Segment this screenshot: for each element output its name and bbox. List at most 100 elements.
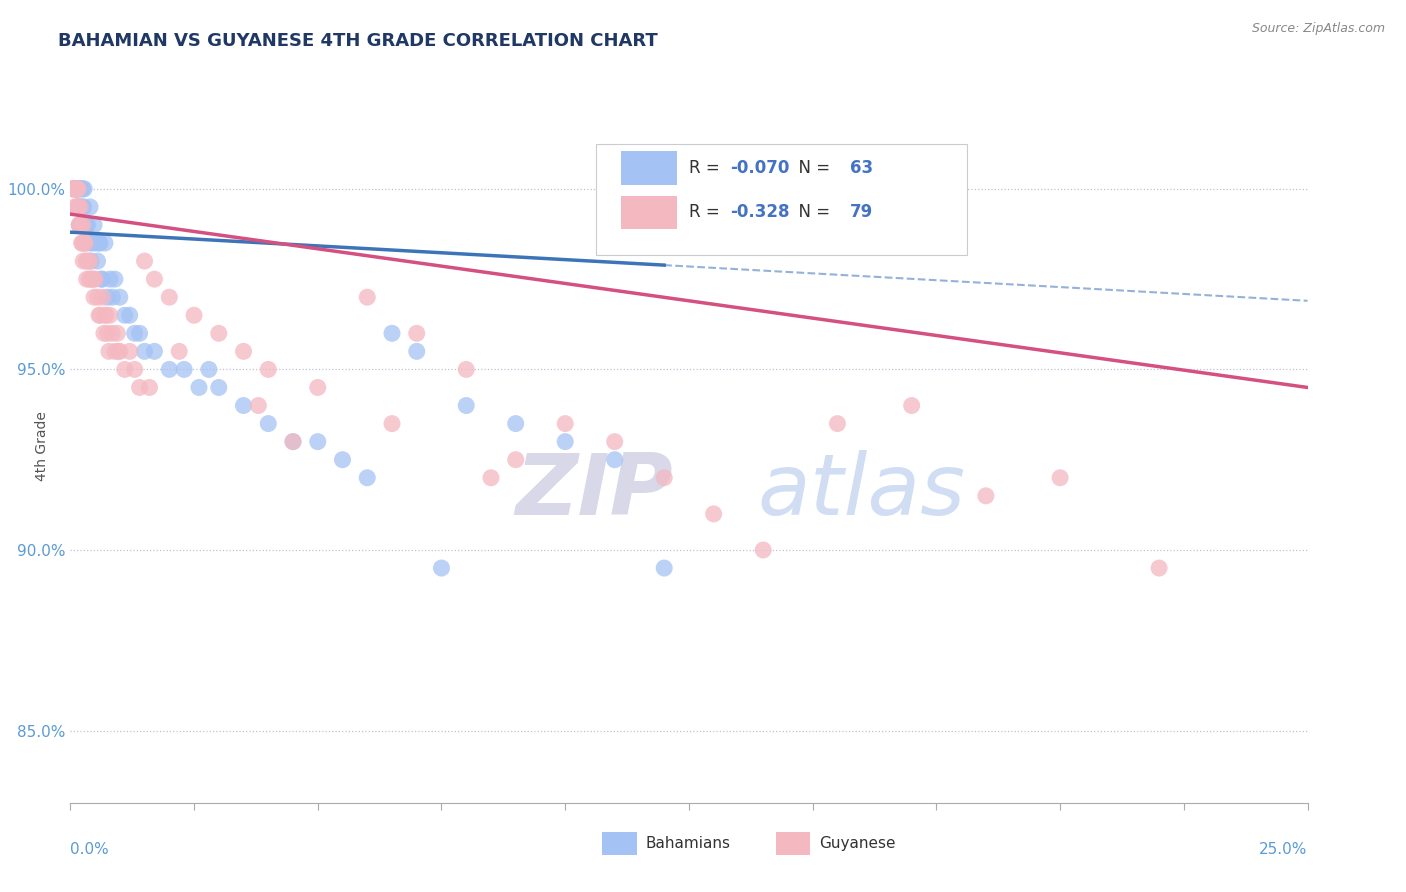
Point	[66, 182, 89, 196]
Point	[70, 182, 93, 196]
Point	[430, 561, 453, 575]
Point	[188, 380, 211, 394]
Point	[143, 344, 166, 359]
Point	[83, 290, 105, 304]
Point	[752, 543, 775, 558]
Point	[134, 254, 156, 268]
Point	[67, 182, 90, 196]
Point	[405, 326, 427, 341]
FancyBboxPatch shape	[596, 144, 967, 255]
Point	[70, 218, 93, 232]
Text: BAHAMIAN VS GUYANESE 4TH GRADE CORRELATION CHART: BAHAMIAN VS GUYANESE 4TH GRADE CORRELATI…	[58, 32, 658, 50]
Point	[75, 254, 97, 268]
Point	[80, 254, 103, 268]
Point	[247, 399, 270, 413]
Point	[505, 417, 527, 431]
Point	[505, 452, 527, 467]
Point	[90, 272, 112, 286]
Text: ZIP: ZIP	[516, 450, 673, 533]
Point	[232, 399, 254, 413]
Point	[86, 290, 108, 304]
Point	[198, 362, 221, 376]
Point	[98, 308, 121, 322]
Point	[134, 344, 156, 359]
Point	[94, 308, 117, 322]
Point	[281, 434, 304, 449]
FancyBboxPatch shape	[776, 832, 810, 855]
Point	[66, 200, 89, 214]
Point	[124, 326, 146, 341]
Point	[1049, 471, 1071, 485]
Point	[974, 489, 997, 503]
Text: 4th Grade: 4th Grade	[35, 411, 49, 481]
Point	[114, 308, 136, 322]
Point	[79, 200, 101, 214]
Point	[281, 434, 304, 449]
Point	[104, 272, 127, 286]
Point	[94, 235, 117, 250]
Text: Bahamians: Bahamians	[645, 836, 731, 851]
Point	[381, 326, 404, 341]
Point	[257, 362, 280, 376]
Text: 25.0%: 25.0%	[1260, 842, 1308, 856]
Point	[91, 272, 114, 286]
Point	[70, 235, 93, 250]
Point	[114, 362, 136, 376]
Point	[108, 344, 131, 359]
Point	[208, 380, 231, 394]
FancyBboxPatch shape	[621, 152, 676, 185]
Point	[87, 235, 110, 250]
Text: -0.328: -0.328	[730, 203, 789, 221]
Point	[554, 434, 576, 449]
Point	[67, 182, 90, 196]
Point	[652, 471, 675, 485]
Point	[456, 399, 478, 413]
Point	[356, 471, 378, 485]
Point	[73, 182, 96, 196]
Point	[157, 290, 180, 304]
Point	[104, 344, 127, 359]
Point	[63, 182, 86, 196]
Point	[65, 182, 87, 196]
Point	[75, 235, 97, 250]
Point	[67, 218, 90, 232]
Point	[70, 218, 93, 232]
Point	[65, 182, 87, 196]
Point	[101, 326, 124, 341]
Point	[97, 344, 120, 359]
Point	[86, 254, 108, 268]
Point	[66, 182, 89, 196]
Point	[72, 218, 94, 232]
Text: Guyanese: Guyanese	[818, 836, 896, 851]
Point	[60, 182, 83, 196]
Point	[118, 308, 141, 322]
Point	[72, 254, 94, 268]
Point	[82, 235, 104, 250]
FancyBboxPatch shape	[602, 832, 637, 855]
FancyBboxPatch shape	[621, 195, 676, 229]
Point	[356, 290, 378, 304]
Point	[77, 235, 100, 250]
Point	[208, 326, 231, 341]
Point	[62, 182, 84, 196]
Point	[128, 326, 150, 341]
Text: atlas: atlas	[756, 450, 965, 533]
Point	[96, 326, 118, 341]
Point	[67, 200, 90, 214]
Point	[138, 380, 160, 394]
Point	[63, 200, 86, 214]
Point	[70, 200, 93, 214]
Point	[89, 308, 111, 322]
Point	[257, 417, 280, 431]
Point	[63, 182, 86, 196]
Point	[82, 272, 104, 286]
Point	[84, 235, 107, 250]
Point	[232, 344, 254, 359]
Text: -0.070: -0.070	[730, 159, 789, 177]
Point	[652, 561, 675, 575]
Text: 63: 63	[849, 159, 873, 177]
Point	[603, 434, 626, 449]
Point	[554, 417, 576, 431]
Point	[93, 326, 115, 341]
Point	[381, 417, 404, 431]
